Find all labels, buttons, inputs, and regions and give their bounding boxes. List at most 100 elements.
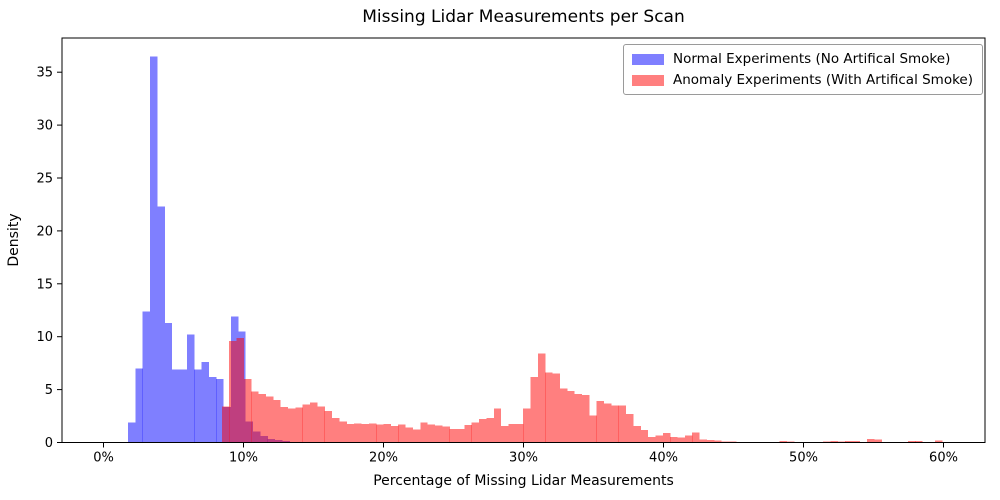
anomaly-histogram-bar bbox=[662, 432, 671, 443]
x-tick-label: 0% bbox=[93, 451, 114, 466]
y-tick-label: 25 bbox=[36, 172, 53, 187]
anomaly-histogram-bar bbox=[915, 441, 923, 443]
anomaly-histogram-bar bbox=[648, 437, 656, 443]
anomaly-histogram-bar bbox=[265, 396, 274, 443]
anomaly-histogram-bar bbox=[907, 440, 916, 443]
legend: Normal Experiments (No Artifical Smoke) … bbox=[623, 44, 983, 95]
normal-histogram-bar bbox=[142, 311, 151, 443]
anomaly-histogram-bar bbox=[287, 408, 296, 443]
anomaly-histogram-bar bbox=[545, 372, 553, 443]
anomaly-histogram-bar bbox=[515, 423, 524, 443]
x-tick-label: 50% bbox=[789, 451, 818, 466]
anomaly-histogram-bar bbox=[574, 393, 583, 443]
anomaly-histogram-bar bbox=[229, 340, 237, 443]
anomaly-histogram-bar bbox=[935, 440, 943, 443]
anomaly-histogram-bar bbox=[221, 406, 230, 443]
anomaly-histogram-bar bbox=[670, 437, 678, 443]
anomaly-histogram-bar bbox=[837, 441, 846, 443]
anomaly-histogram-bar bbox=[273, 400, 281, 443]
anomaly-histogram-bar bbox=[457, 428, 465, 443]
anomaly-histogram-bar bbox=[692, 432, 700, 443]
y-tick-label: 10 bbox=[36, 330, 53, 345]
anomaly-histogram-bar bbox=[845, 440, 853, 443]
anomaly-histogram-bar bbox=[523, 408, 531, 443]
x-tick-label: 10% bbox=[229, 451, 258, 466]
y-tick-label: 35 bbox=[36, 66, 53, 81]
anomaly-histogram-bar bbox=[852, 441, 860, 443]
anomaly-histogram-bar bbox=[390, 426, 399, 443]
anomaly-histogram-bar bbox=[706, 439, 715, 443]
normal-series-swatch bbox=[632, 53, 664, 65]
y-tick-label: 0 bbox=[45, 436, 53, 451]
normal-histogram-bar bbox=[216, 379, 224, 443]
anomaly-histogram-bar bbox=[427, 424, 436, 443]
anomaly-histogram-bar bbox=[376, 424, 384, 443]
y-tick-label: 15 bbox=[36, 277, 53, 292]
anomaly-histogram-bar bbox=[552, 373, 560, 443]
anomaly-histogram-bar bbox=[280, 407, 289, 443]
anomaly-histogram-bar bbox=[787, 441, 795, 443]
anomaly-histogram-bar bbox=[589, 415, 597, 443]
anomaly-histogram-bar bbox=[398, 424, 406, 443]
anomaly-histogram-bar bbox=[368, 423, 377, 443]
x-tick-label: 60% bbox=[929, 451, 958, 466]
anomaly-histogram-bar bbox=[324, 410, 333, 443]
anomaly-histogram-bar bbox=[604, 403, 612, 443]
x-tick-label: 40% bbox=[649, 451, 678, 466]
normal-histogram-bar bbox=[150, 56, 158, 443]
anomaly-histogram-bar bbox=[236, 337, 244, 443]
anomaly-histogram-bar bbox=[310, 402, 318, 443]
normal-histogram-bar bbox=[164, 322, 173, 443]
normal-histogram-bar bbox=[179, 369, 187, 443]
anomaly-histogram-bar bbox=[434, 425, 443, 443]
y-tick-label: 5 bbox=[45, 383, 53, 398]
anomaly-histogram-bar bbox=[830, 441, 838, 443]
anomaly-histogram-bar bbox=[714, 440, 722, 443]
anomaly-histogram-bar bbox=[874, 439, 882, 443]
anomaly-histogram-bar bbox=[559, 388, 568, 443]
anomaly-histogram-bar bbox=[464, 425, 472, 443]
anomaly-histogram-bar bbox=[405, 427, 413, 443]
normal-histogram-bar bbox=[208, 376, 217, 443]
anomaly-histogram-bar bbox=[537, 353, 546, 443]
y-tick-label: 20 bbox=[36, 224, 53, 239]
anomaly-histogram-bar bbox=[258, 393, 266, 443]
legend-item-normal: Normal Experiments (No Artifical Smoke) bbox=[632, 51, 973, 67]
anomaly-histogram-bar bbox=[449, 428, 458, 443]
anomaly-series-swatch bbox=[632, 74, 664, 86]
anomaly-histogram-bar bbox=[442, 426, 450, 443]
normal-histogram-bar bbox=[194, 369, 202, 443]
anomaly-histogram-bar bbox=[721, 441, 730, 443]
anomaly-histogram-bar bbox=[640, 429, 649, 443]
anomaly-histogram-bar bbox=[596, 401, 605, 443]
normal-histogram-bar bbox=[128, 422, 136, 443]
anomaly-histogram-bar bbox=[867, 438, 875, 443]
anomaly-histogram-bar bbox=[486, 418, 494, 443]
anomaly-histogram-bar bbox=[346, 423, 355, 443]
normal-histogram-bar bbox=[157, 206, 165, 443]
anomaly-histogram-bar bbox=[626, 413, 634, 443]
anomaly-histogram-bar bbox=[251, 391, 259, 443]
anomaly-histogram-bar bbox=[361, 423, 369, 443]
anomaly-histogram-bar bbox=[581, 394, 590, 443]
anomaly-histogram-bar bbox=[618, 405, 627, 443]
anomaly-histogram-bar bbox=[479, 419, 487, 443]
anomaly-histogram-bar bbox=[412, 429, 421, 443]
anomaly-histogram-bar bbox=[699, 439, 707, 443]
anomaly-histogram-bar bbox=[684, 435, 693, 443]
anomaly-histogram-bar bbox=[295, 407, 303, 443]
normal-histogram-bar bbox=[172, 369, 180, 443]
anomaly-histogram-bar bbox=[567, 391, 575, 443]
anomaly-histogram-bar bbox=[317, 406, 325, 443]
legend-label: Anomaly Experiments (With Artifical Smok… bbox=[673, 72, 973, 88]
x-axis-label: Percentage of Missing Lidar Measurements bbox=[373, 473, 674, 489]
anomaly-histogram-bar bbox=[339, 421, 347, 443]
y-tick-label: 30 bbox=[36, 119, 53, 134]
x-tick-label: 20% bbox=[369, 451, 398, 466]
y-axis-label: Density bbox=[6, 213, 22, 267]
x-tick-label: 30% bbox=[509, 451, 538, 466]
anomaly-histogram-bar bbox=[508, 423, 516, 443]
legend-item-anomaly: Anomaly Experiments (With Artifical Smok… bbox=[632, 72, 973, 88]
